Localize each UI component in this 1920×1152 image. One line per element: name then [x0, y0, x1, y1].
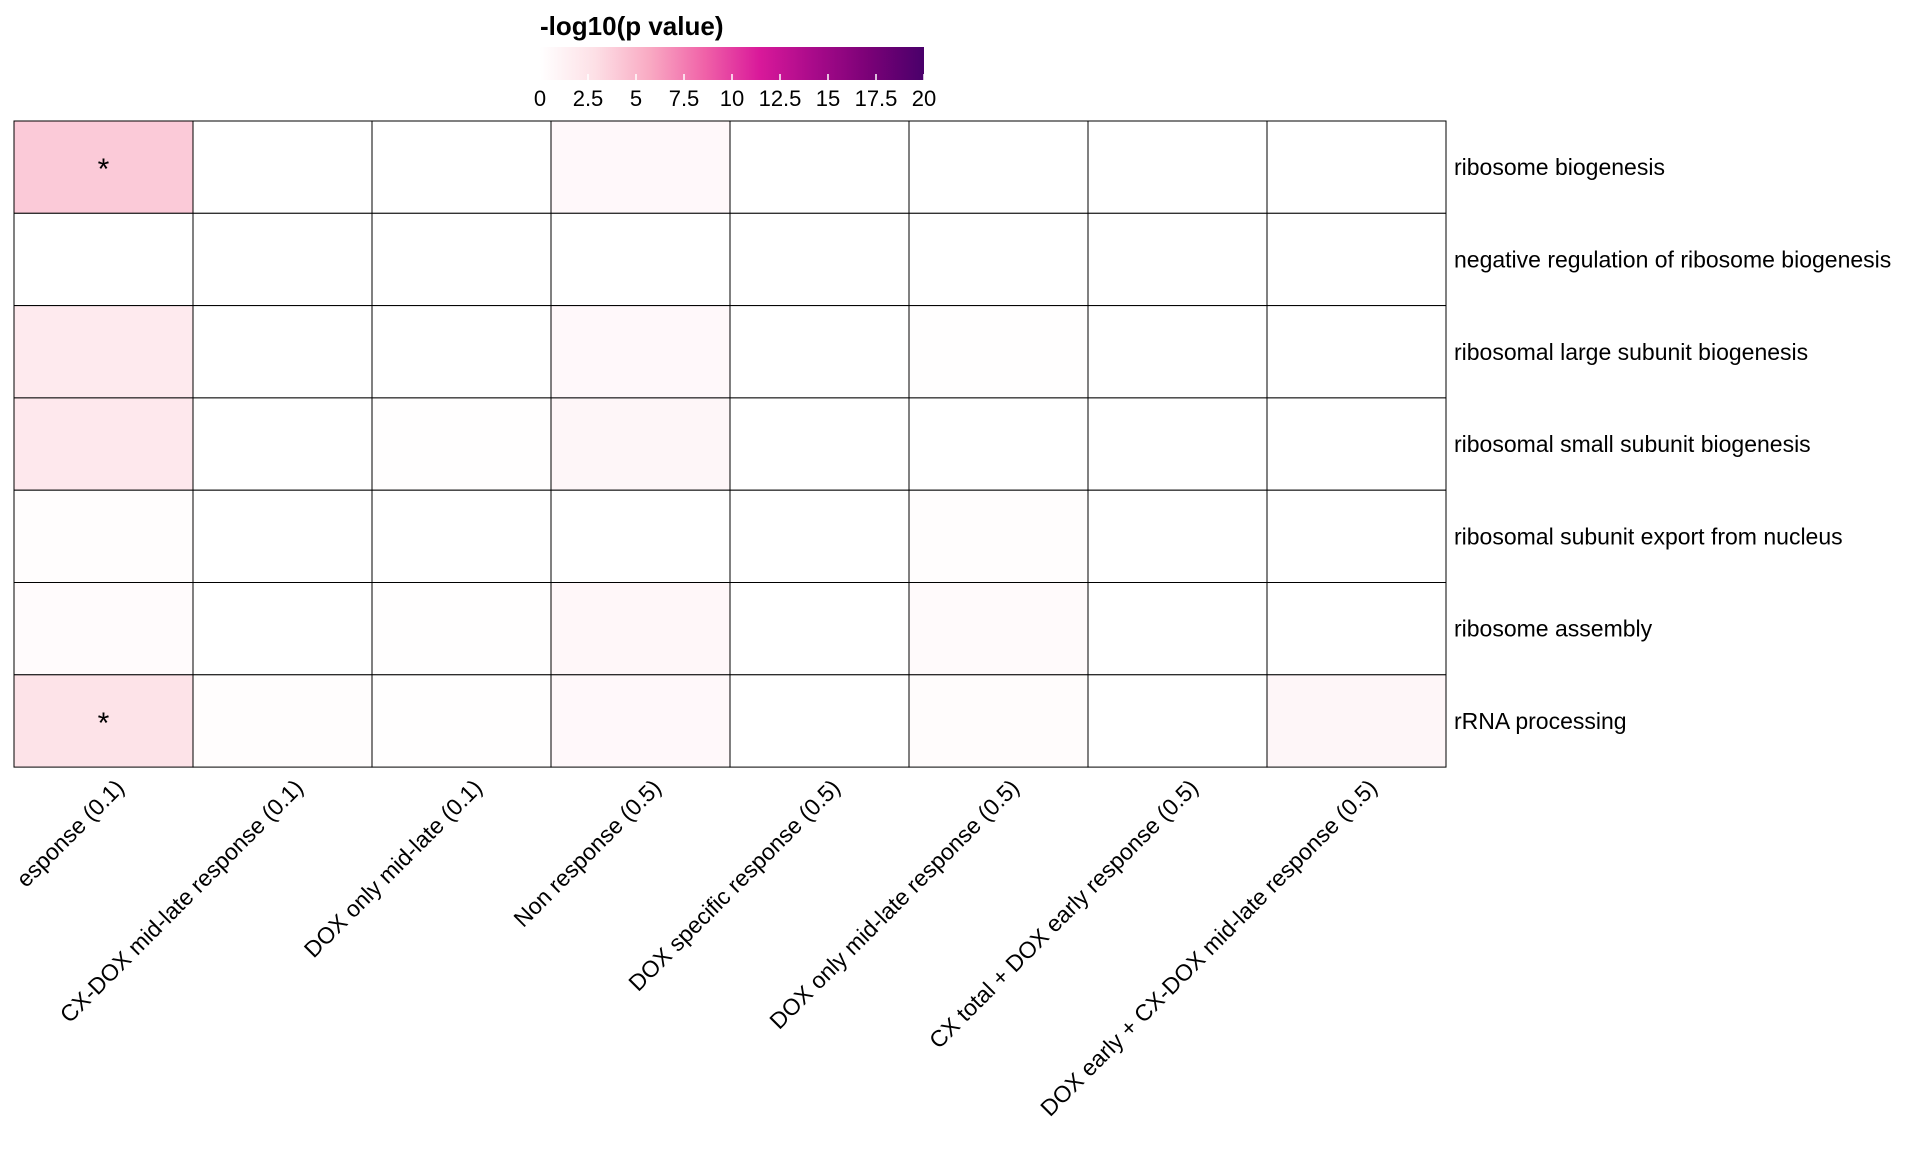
heatmap-cell: [908, 489, 1089, 584]
heatmap-cell: [1087, 305, 1268, 399]
heatmap-cell: [13, 582, 194, 676]
row-label: ribosome assembly: [1454, 616, 1653, 642]
row-labels: ribosome biogenesis negative regulation o…: [1454, 154, 1891, 734]
heatmap-cell: [1087, 582, 1268, 676]
heatmap-cell: [192, 397, 373, 491]
heatmap-cell: [371, 489, 552, 584]
significance-star: *: [98, 707, 110, 740]
heatmap-cell: [729, 397, 910, 491]
heatmap-cell: [1266, 489, 1447, 584]
heatmap-cell: [1266, 120, 1447, 214]
column-labels: esponse (0.1)CX-DOX mid-late response (0…: [11, 774, 1382, 1121]
column-label: Non response (0.5): [508, 774, 666, 932]
heatmap-cell: [550, 305, 731, 399]
heatmap-cell: [192, 489, 373, 584]
row-label: negative regulation of ribosome biogenes…: [1454, 246, 1891, 272]
heatmap-cell: [1087, 674, 1268, 768]
legend-tick-label: 10: [720, 86, 744, 111]
heatmap-cell: [729, 582, 910, 676]
heatmap-cell: [371, 120, 552, 214]
row-label: rRNA processing: [1454, 708, 1627, 734]
legend-tick-label: 5: [630, 86, 642, 111]
heatmap-cell: [1087, 212, 1268, 307]
heatmap-cell: [192, 120, 373, 214]
heatmap-cell: [550, 674, 731, 768]
heatmap-cell: [371, 582, 552, 676]
heatmap-cell: [908, 582, 1089, 676]
heatmap-cell: [729, 489, 910, 584]
legend-tick-label: 7.5: [669, 86, 700, 111]
heatmap-cell: [550, 397, 731, 491]
row-label: ribosomal small subunit biogenesis: [1454, 431, 1811, 457]
row-label: ribosomal large subunit biogenesis: [1454, 339, 1808, 365]
heatmap-cell: [13, 212, 194, 307]
heatmap-cell: [908, 212, 1089, 307]
legend-tick-label: 20: [912, 86, 936, 111]
heatmap-cell: [550, 489, 731, 584]
heatmap-cell: [192, 674, 373, 768]
legend-tick-label: 15: [816, 86, 840, 111]
heatmap-cell: [371, 212, 552, 307]
legend-tick-label: 2.5: [573, 86, 604, 111]
legend-title: -log10(p value): [540, 11, 723, 41]
column-label: DOX early + CX-DOX mid-late response (0.…: [1035, 774, 1382, 1121]
significance-markers: **: [98, 153, 110, 740]
heatmap-cell: [550, 582, 731, 676]
heatmap-cell: [1266, 397, 1447, 491]
heatmap-cell: [192, 212, 373, 307]
row-label: ribosome biogenesis: [1454, 154, 1665, 180]
heatmap-cell: [550, 120, 731, 214]
heatmap-cell: [1266, 305, 1447, 399]
heatmap-cells: [13, 120, 1447, 768]
legend-tick-label: 12.5: [759, 86, 802, 111]
row-label: ribosomal subunit export from nucleus: [1454, 523, 1843, 549]
heatmap-cell: [1266, 212, 1447, 307]
heatmap-cell: [192, 305, 373, 399]
significance-star: *: [98, 153, 110, 186]
column-label: esponse (0.1): [11, 774, 129, 892]
heatmap-cell: [1087, 489, 1268, 584]
heatmap-cell: [1266, 674, 1447, 768]
column-label: DOX only mid-late (0.1): [299, 774, 487, 962]
heatmap-cell: [371, 305, 552, 399]
heatmap-cell: [908, 120, 1089, 214]
heatmap-cell: [1087, 120, 1268, 214]
heatmap-cell: [908, 305, 1089, 399]
heatmap-cell: [908, 397, 1089, 491]
column-label: DOX specific response (0.5): [623, 774, 845, 996]
heatmap-cell: [13, 489, 194, 584]
heatmap-cell: [13, 305, 194, 399]
heatmap-cell: [371, 674, 552, 768]
heatmap-cell: [729, 305, 910, 399]
legend-tick-label: 17.5: [855, 86, 898, 111]
heatmap-cell: [729, 120, 910, 214]
heatmap-cell: [13, 674, 194, 768]
legend-ticks: 0 2.5 5 7.5 10 12.5 15 17.5 20: [534, 74, 936, 111]
heatmap-cell: [371, 397, 552, 491]
legend-tick-label: 0: [534, 86, 546, 111]
heatmap-cell: [729, 674, 910, 768]
heatmap-cell: [1266, 582, 1447, 676]
heatmap-cell: [192, 582, 373, 676]
heatmap-cell: [13, 120, 194, 214]
heatmap-cell: [908, 674, 1089, 768]
heatmap-cell: [13, 397, 194, 491]
heatmap-cell: [729, 212, 910, 307]
heatmap-cell: [550, 212, 731, 307]
heatmap-cell: [1087, 397, 1268, 491]
color-legend: -log10(p value) 0 2.5 5 7.5 10 12.5 15 17.5 20: [534, 11, 936, 111]
